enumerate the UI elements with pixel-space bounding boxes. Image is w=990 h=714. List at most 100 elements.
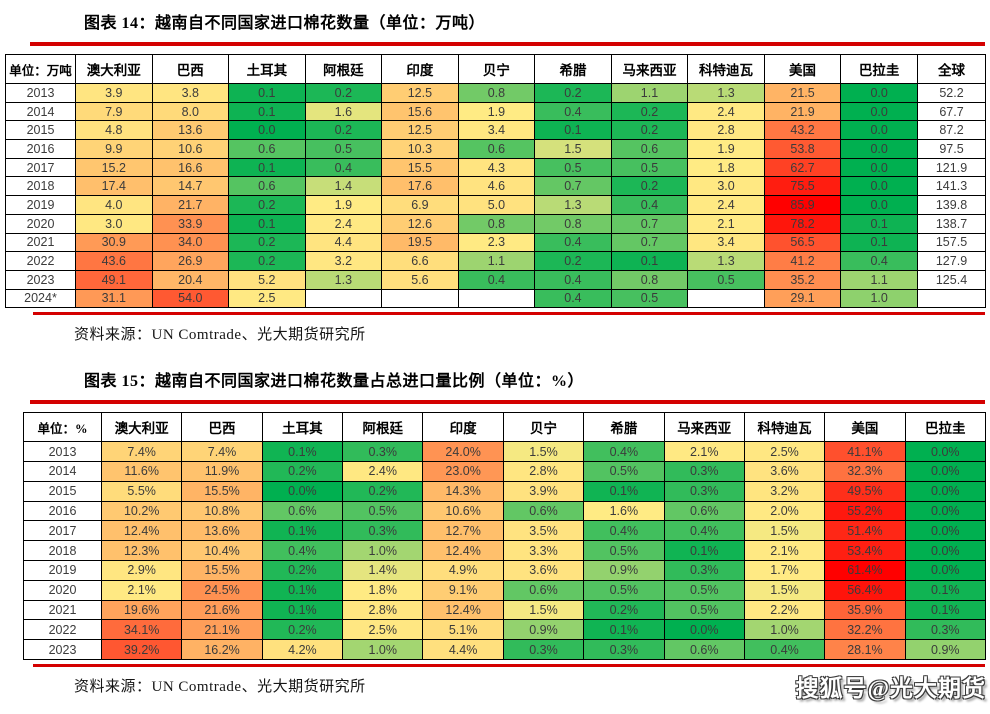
value-cell: 2.5%: [342, 619, 424, 641]
value-cell: 0.4%: [743, 639, 826, 661]
table-row: 2021 19.6% 21.6% 0.1% 2.8% 12.4% 1.5% 0.2% 0.5% 2…: [23, 599, 987, 621]
source-note-2: 资料来源：UN Comtrade、光大期货研究所: [74, 679, 366, 696]
value-cell: 12.5: [381, 83, 459, 103]
value-cell: 2.4: [304, 213, 383, 234]
year-cell: 2018: [5, 176, 76, 197]
value-cell: 0.6: [610, 139, 689, 159]
value-cell: 4.6: [457, 176, 536, 197]
column-header-cell: 印度: [422, 412, 504, 443]
column-header-cell: 马来西亚: [610, 54, 689, 84]
value-cell: 75.5: [763, 176, 842, 197]
column-header-cell: 澳大利亚: [75, 54, 153, 84]
column-header-cell: 巴拉圭: [840, 54, 918, 84]
value-cell: 14.3%: [422, 480, 504, 502]
value-cell: 56.4%: [824, 579, 906, 601]
value-cell: 121.9: [917, 157, 986, 178]
value-cell: 4.3: [457, 157, 536, 178]
value-cell: 0.0: [840, 157, 918, 178]
value-cell: 0.1: [534, 120, 612, 141]
value-cell: 0.0%: [904, 500, 987, 522]
value-cell: 15.5: [381, 157, 459, 178]
value-cell: 0.4%: [261, 540, 344, 562]
year-cell: 2020: [23, 579, 102, 601]
table-row: 2014 7.9 8.0 0.1 1.6 15.6 1.9 0.4 0.2 2.4 21.9 0.0 6…: [5, 101, 986, 122]
value-cell: 17.4: [75, 176, 153, 197]
value-cell: 43.6: [75, 251, 153, 271]
value-cell: 0.5%: [583, 461, 665, 482]
year-cell: 2024*: [5, 288, 76, 309]
value-cell: 127.9: [917, 251, 986, 271]
value-cell: 10.4%: [181, 540, 263, 562]
value-cell: 0.5: [304, 139, 383, 159]
value-cell: 0.4%: [583, 441, 665, 463]
table-row: 2022 34.1% 21.1% 0.2% 2.5% 5.1% 0.9% 0.1% 0.0% 1.…: [23, 619, 987, 641]
value-cell: 3.0: [75, 213, 153, 234]
value-cell: 2.8%: [342, 599, 424, 621]
table-row: 2017 12.4% 13.6% 0.1% 0.3% 12.7% 3.5% 0.4% 0.4% 1…: [23, 520, 987, 542]
column-header-cell: 贝宁: [502, 412, 585, 443]
value-cell: 15.5%: [181, 480, 263, 502]
year-cell: 2019: [23, 560, 102, 581]
value-cell: 0.2: [610, 176, 689, 197]
value-cell: 3.3%: [502, 540, 585, 562]
table-row: 2020 3.0 33.9 0.1 2.4 12.6 0.8 0.8 0.7 2.1 78.2 0.1…: [5, 213, 986, 234]
value-cell: 21.7: [151, 195, 230, 215]
value-cell: 11.6%: [100, 461, 183, 482]
value-cell: 10.6: [151, 139, 230, 159]
value-cell: 0.1: [610, 251, 689, 271]
value-cell: 1.6: [304, 101, 383, 122]
value-cell: 0.0%: [904, 441, 987, 463]
value-cell: 0.3%: [342, 520, 424, 542]
value-cell: 1.5%: [502, 599, 585, 621]
value-cell: 12.4%: [100, 520, 183, 542]
value-cell: 0.2%: [261, 619, 344, 641]
value-cell: 39.2%: [100, 639, 183, 661]
year-cell: 2014: [23, 461, 102, 482]
table-row: 2016 10.2% 10.8% 0.6% 0.5% 10.6% 0.6% 1.6% 0.6% 2…: [23, 500, 987, 522]
value-cell: 12.4%: [422, 599, 504, 621]
column-header-cell: 巴西: [151, 54, 230, 84]
value-cell: 15.2: [75, 157, 153, 178]
value-cell: 3.6%: [502, 560, 585, 581]
red-divider-top-2: [30, 400, 985, 405]
value-cell: 1.9: [687, 139, 765, 159]
value-cell: 21.1%: [181, 619, 263, 641]
value-cell: 0.1%: [261, 441, 344, 463]
value-cell: 1.9: [457, 101, 536, 122]
value-cell: 2.1: [687, 213, 765, 234]
value-cell: 61.4%: [824, 560, 906, 581]
value-cell: 85.9: [763, 195, 842, 215]
value-cell: 23.0%: [422, 461, 504, 482]
value-cell: 1.0%: [743, 619, 826, 641]
value-cell: 0.6: [228, 139, 306, 159]
table-row: 2023 39.2% 16.2% 4.2% 1.0% 4.4% 0.3% 0.3% 0.6% 0.…: [23, 639, 987, 661]
value-cell: [917, 288, 986, 309]
value-cell: 1.3: [304, 269, 383, 290]
value-cell: 5.6: [381, 269, 459, 290]
value-cell: 0.6%: [502, 579, 585, 601]
value-cell: 3.0: [687, 176, 765, 197]
value-cell: 3.5%: [502, 520, 585, 542]
value-cell: 20.4: [151, 269, 230, 290]
value-cell: 0.3%: [342, 441, 424, 463]
value-cell: 53.4%: [824, 540, 906, 562]
table-row: 2018 17.4 14.7 0.6 1.4 17.6 4.6 0.7 0.2 3.0 75.5 0.…: [5, 176, 986, 197]
value-cell: 0.2%: [342, 480, 424, 502]
figure-14-table: 单位：万吨 澳大利亚 巴西 土耳其 阿根廷 印度 贝宁 希腊 马来西亚 科特迪瓦 美国 巴拉圭 全球 20…: [5, 54, 986, 309]
value-cell: 2.1%: [743, 540, 826, 562]
value-cell: 0.9%: [583, 560, 665, 581]
figure-14-title: 图表 14：越南自不同国家进口棉花数量（单位：万吨）: [84, 15, 486, 32]
value-cell: 3.4: [457, 120, 536, 141]
value-cell: [687, 288, 765, 309]
value-cell: 0.0: [840, 83, 918, 103]
value-cell: 21.6%: [181, 599, 263, 621]
value-cell: 1.1: [610, 83, 689, 103]
year-cell: 2013: [5, 83, 76, 103]
value-cell: 0.2%: [261, 560, 344, 581]
value-cell: [304, 288, 383, 309]
value-cell: 12.6: [381, 213, 459, 234]
value-cell: 2.8%: [502, 461, 585, 482]
red-divider-top-1: [30, 42, 985, 46]
header-row: 单位：% 澳大利亚 巴西 土耳其 阿根廷 印度 贝宁 希腊 马来西亚 科特迪瓦 美国 巴拉圭: [23, 412, 987, 443]
value-cell: 1.0%: [342, 639, 424, 661]
